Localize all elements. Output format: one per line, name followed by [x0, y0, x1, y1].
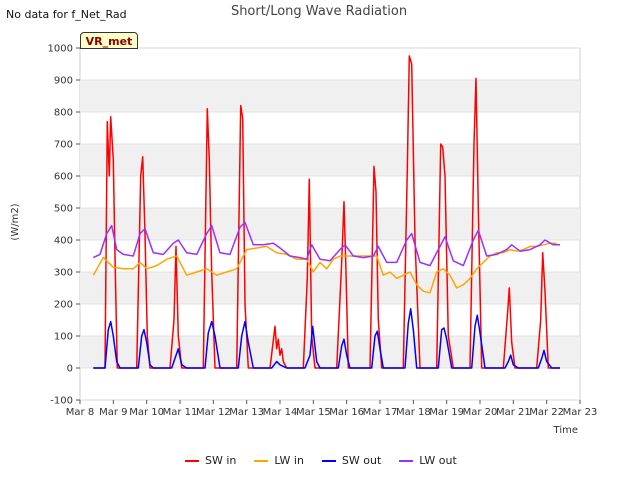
x-tick-label: Mar 10	[129, 407, 164, 418]
y-tick-label: 500	[54, 204, 73, 215]
y-tick-label: 0	[67, 364, 73, 375]
legend-label: SW out	[341, 454, 382, 467]
y-tick-label: 200	[54, 300, 73, 311]
y-tick-label: 800	[54, 108, 73, 119]
y-tick-label: 100	[54, 332, 73, 343]
legend-item-sw-in: SW in	[185, 454, 236, 467]
legend-swatch	[254, 459, 269, 462]
x-tick-label: Mar 9	[99, 407, 127, 418]
x-tick-label: Mar 15	[296, 407, 331, 418]
x-tick-label: Mar 22	[529, 407, 564, 418]
x-tick-label: Mar 12	[196, 407, 231, 418]
site-badge: VR_met	[80, 32, 138, 49]
y-tick-label: 700	[54, 140, 73, 151]
legend-label: LW out	[419, 454, 457, 467]
legend-label: SW in	[205, 454, 237, 467]
x-tick-label: Mar 16	[329, 407, 364, 418]
y-tick-label: 600	[54, 172, 73, 183]
legend-item-lw-out: LW out	[399, 454, 457, 467]
legend: SW in LW in SW out LW out	[185, 454, 475, 467]
x-tick-label: Mar 14	[263, 407, 298, 418]
y-axis-label: (W/m2)	[10, 203, 21, 240]
x-tick-label: Mar 21	[496, 407, 531, 418]
x-axis-label: Time	[553, 425, 578, 436]
legend-swatch	[321, 459, 336, 462]
grid-bands	[80, 80, 580, 368]
legend-item-sw-out: SW out	[321, 454, 382, 467]
y-tick-label: 400	[54, 236, 73, 247]
series-lines	[92, 55, 560, 369]
grid-band	[80, 336, 580, 368]
grid-band	[80, 80, 580, 112]
y-tick-label: 1000	[48, 44, 73, 55]
series-line-sw-out	[93, 308, 560, 369]
grid-band	[80, 144, 580, 176]
legend-swatch	[185, 459, 199, 462]
x-tick-label: Mar 8	[66, 407, 94, 418]
no-data-message: No data for f_Net_Rad	[6, 8, 127, 21]
grid-band	[80, 272, 580, 304]
legend-swatch	[399, 459, 414, 462]
y-tick-label: 300	[54, 268, 73, 279]
y-tick-label: 900	[54, 76, 73, 87]
legend-item-lw-in: LW in	[254, 454, 304, 467]
x-tick-label: Mar 19	[429, 407, 464, 418]
x-tick-label: Mar 11	[163, 407, 198, 418]
x-tick-label: Mar 17	[363, 407, 398, 418]
y-tick-label: -100	[50, 396, 73, 407]
x-tick-label: Mar 23	[563, 407, 598, 418]
chart-title: Short/Long Wave Radiation	[231, 4, 407, 19]
x-tick-label: Mar 13	[229, 407, 264, 418]
series-line-lw-out	[92, 221, 560, 267]
grid-band	[80, 208, 580, 240]
x-tick-label: Mar 18	[396, 407, 431, 418]
x-tick-label: Mar 20	[463, 407, 498, 418]
legend-label: LW in	[274, 454, 304, 467]
